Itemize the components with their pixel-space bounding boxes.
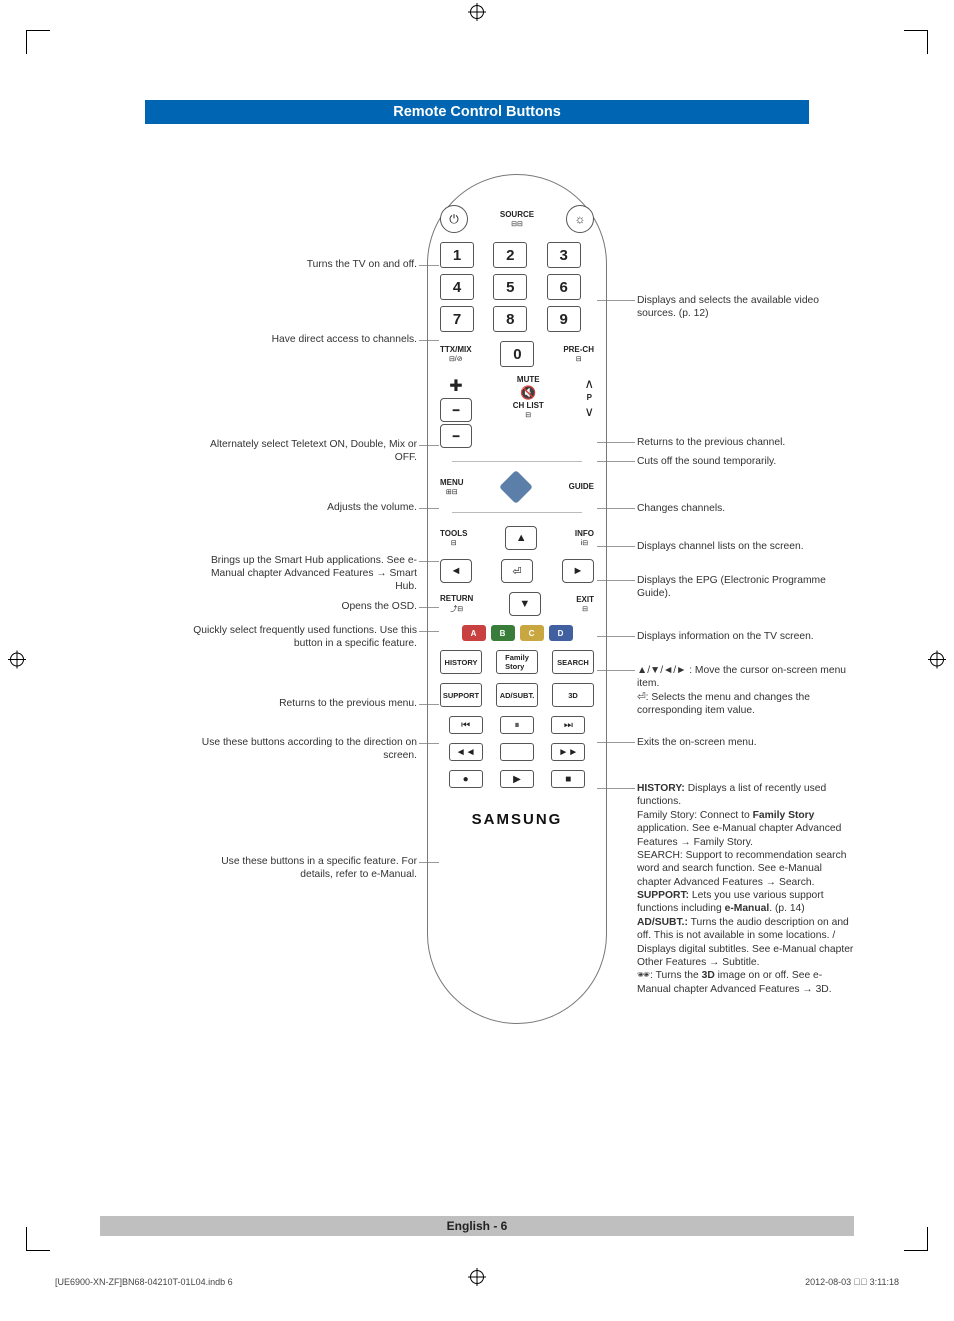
next-track-button: ⏭ — [551, 716, 585, 734]
zero-button: 0 — [500, 341, 534, 367]
callout-right: Displays and selects the available video… — [637, 294, 855, 321]
callout-right: Exits the on-screen menu. — [637, 736, 757, 749]
callout-left: Brings up the Smart Hub applications. Se… — [187, 555, 417, 594]
stop-button: ■ — [551, 770, 585, 788]
func-button: HISTORY — [440, 650, 482, 674]
volume-rocker: ━ — [440, 398, 472, 422]
color-button-C: C — [520, 625, 544, 641]
rewind-button: ◄◄ — [449, 743, 483, 761]
numpad-3: 3 — [547, 242, 581, 268]
crop-mark — [26, 30, 50, 54]
color-button-A: A — [462, 625, 486, 641]
left-arrow-button: ◄ — [440, 559, 472, 583]
func-button: SEARCH — [552, 650, 594, 674]
callout-right: Displays the EPG (Electronic Programme G… — [637, 574, 855, 601]
mute-icon: 🔇 — [520, 385, 536, 401]
play-button: ▶ — [500, 770, 534, 788]
smart-hub-button — [499, 470, 533, 504]
callout-left: Opens the OSD. — [341, 601, 417, 614]
registration-mark-top — [470, 5, 484, 19]
ch-down-icon: ∨ — [584, 404, 594, 420]
exit-label: EXIT — [576, 596, 594, 604]
record-button: ● — [449, 770, 483, 788]
registration-mark-left — [10, 652, 24, 666]
numpad-7: 7 — [440, 306, 474, 332]
prev-track-button: ⏮ — [449, 716, 483, 734]
numpad-1: 1 — [440, 242, 474, 268]
func-button: 3D — [552, 683, 594, 707]
down-arrow-button: ▼ — [509, 592, 541, 616]
footer-time: 2012-08-03 󰀀󰀀 3:11:18 — [805, 1277, 899, 1287]
p-label: P — [587, 394, 592, 402]
callout-right: Changes channels. — [637, 502, 725, 515]
up-arrow-button: ▲ — [505, 526, 537, 550]
page-footer: English - 6 — [100, 1216, 854, 1236]
callout-right: Displays information on the TV screen. — [637, 630, 814, 643]
numpad-6: 6 — [547, 274, 581, 300]
numpad-5: 5 — [493, 274, 527, 300]
diagram-area: Turns the TV on and off. Have direct acce… — [97, 164, 857, 1034]
numpad-2: 2 — [493, 242, 527, 268]
callout-right: Displays channel lists on the screen. — [637, 540, 804, 553]
brand-logo: SAMSUNG — [472, 811, 563, 828]
page-title: Remote Control Buttons — [145, 100, 809, 124]
func-button: SUPPORT — [440, 683, 482, 707]
remote-illustration: ⏻ SOURCE⊟⊟ ☼ 123456789 TTX/MIX⊟/⊘ 0 PRE-… — [427, 174, 607, 1024]
crop-mark — [904, 30, 928, 54]
footer-file: [UE6900-XN-ZF]BN68-04210T-01L04.indb 6 — [55, 1277, 233, 1287]
callout-left: Quickly select frequently used functions… — [187, 625, 417, 651]
vol-up-icon: ✚ — [449, 376, 462, 396]
numpad-8: 8 — [493, 306, 527, 332]
numpad-4: 4 — [440, 274, 474, 300]
prech-label: PRE-CH — [563, 346, 594, 354]
callout-left: Adjusts the volume. — [327, 502, 417, 515]
callout-left: Alternately select Teletext ON, Double, … — [187, 439, 417, 465]
crop-mark — [904, 1227, 928, 1251]
info-label: INFO — [575, 530, 594, 538]
return-label: RETURN — [440, 595, 473, 603]
light-button: ☼ — [566, 205, 594, 233]
color-buttons: ABCD — [462, 625, 573, 641]
callout-right: Returns to the previous channel. — [637, 436, 785, 449]
func-button: AD/SUBT. — [496, 683, 538, 707]
callout-left: Have direct access to channels. — [272, 334, 417, 347]
ch-up-icon: ∧ — [584, 376, 594, 392]
right-arrow-button: ► — [562, 559, 594, 583]
menu-label: MENU — [440, 479, 464, 487]
chlist-label: CH LIST — [513, 402, 544, 410]
callout-left: Use these buttons according to the direc… — [187, 737, 417, 763]
pause-button: ⏸ — [500, 716, 534, 734]
callout-left: Returns to the previous menu. — [279, 698, 417, 711]
fastfwd-button: ►► — [551, 743, 585, 761]
callout-left: Turns the TV on and off. — [307, 259, 417, 272]
callout-right: Cuts off the sound temporarily. — [637, 455, 776, 468]
guide-label: GUIDE — [569, 483, 594, 491]
callout-left: Use these buttons in a specific feature.… — [187, 856, 417, 882]
ttx-label: TTX/MIX — [440, 346, 472, 354]
tools-label: TOOLS — [440, 530, 467, 538]
enter-button: ⏎ — [501, 559, 533, 583]
crop-mark — [26, 1227, 50, 1251]
callout-right: ▲/▼/◄/► : Move the cursor on-screen menu… — [637, 664, 855, 718]
mute-label: MUTE — [517, 376, 540, 384]
source-label: SOURCE — [500, 211, 534, 219]
numpad-9: 9 — [547, 306, 581, 332]
power-button: ⏻ — [440, 205, 468, 233]
callout-right: HISTORY: Displays a list of recently use… — [637, 782, 855, 996]
color-button-B: B — [491, 625, 515, 641]
registration-mark-right — [930, 652, 944, 666]
color-button-D: D — [549, 625, 573, 641]
func-button: Family Story — [496, 650, 538, 674]
